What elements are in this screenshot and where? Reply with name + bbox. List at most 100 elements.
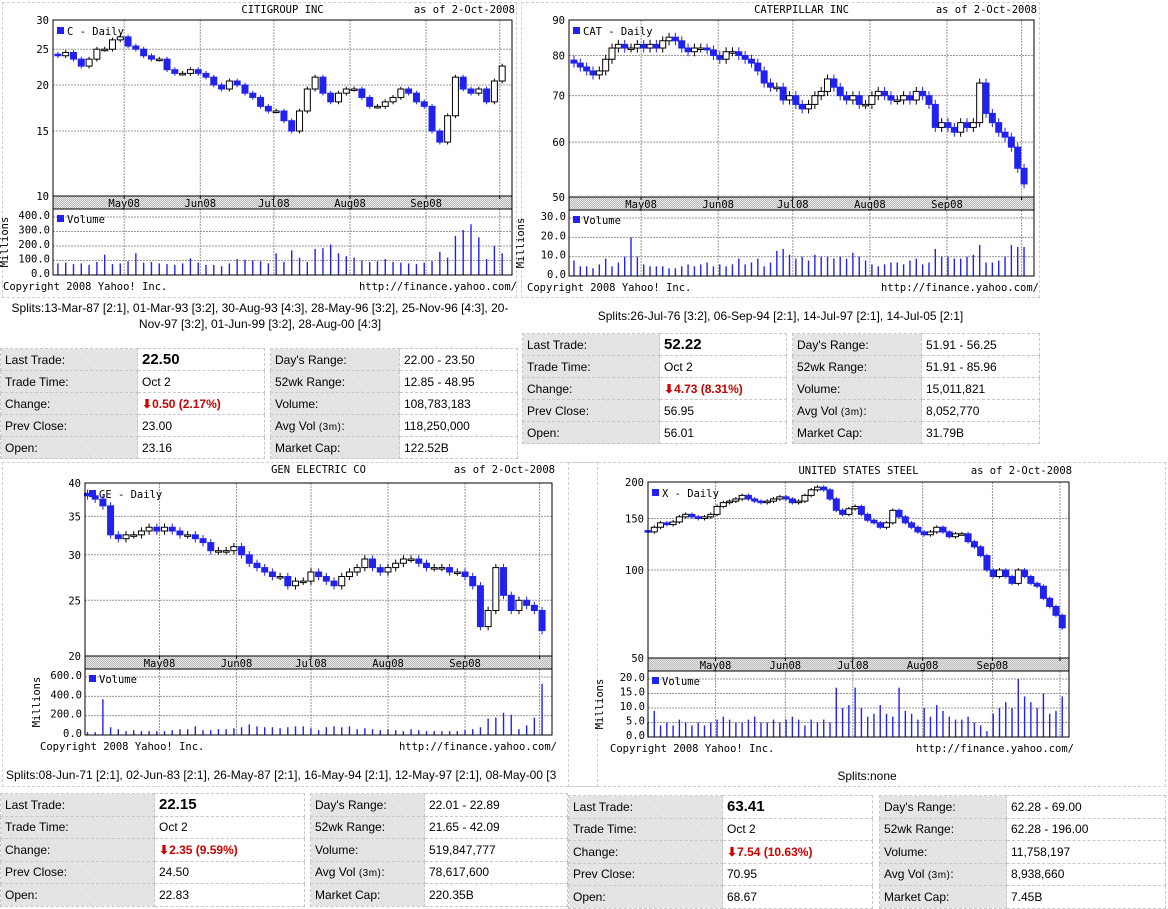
quote-label: Last Trade: — [522, 333, 660, 356]
yahoo-finance-link[interactable]: http://finance.yahoo.com/ — [880, 282, 1039, 294]
avg-vol-value: 118,250,000 — [399, 414, 518, 437]
candlestick — [862, 99, 870, 109]
candlestick — [438, 563, 446, 572]
market-cap-value: 31.79B — [921, 421, 1040, 444]
candlestick — [230, 542, 238, 555]
change-amount: ⬇0.50 (2.17%) — [142, 397, 221, 411]
market-cap-value: 220.35B — [424, 883, 568, 907]
price-tick-label: 15 — [36, 126, 49, 138]
volume-value: 15,011,821 — [921, 377, 1040, 400]
value-text: 22.50 — [142, 351, 180, 368]
candlestick — [1021, 568, 1029, 579]
price-tick-label: 80 — [552, 50, 565, 62]
candlestick — [345, 568, 353, 581]
month-tick-label: Jul08 — [837, 660, 869, 672]
quote-row: Volume: 519,847,777 — [310, 838, 568, 862]
arrow-down-icon: ⬇ — [142, 396, 153, 411]
open-value: 22.83 — [154, 883, 305, 907]
candlestick — [225, 78, 233, 92]
candlestick — [817, 86, 825, 101]
price-tick-label: 90 — [552, 15, 565, 27]
value-text: 23.00 — [142, 418, 173, 433]
candlestick — [261, 563, 269, 576]
volume-tick-label: 0.0 — [547, 269, 566, 281]
volume-value: 519,847,777 — [424, 838, 568, 862]
legend-swatch-icon — [573, 27, 580, 34]
candlestick — [415, 555, 423, 568]
quote-row: 52wk Range: 62.28 - 196.00 — [879, 817, 1166, 841]
candlestick — [1058, 613, 1066, 630]
candlestick — [199, 534, 207, 547]
candlestick — [407, 555, 415, 563]
quote-row: Open: 23.16 — [0, 436, 265, 459]
plot-area — [85, 483, 552, 735]
candlestick — [428, 103, 436, 134]
yahoo-finance-link[interactable]: http://finance.yahoo.com/ — [915, 743, 1074, 755]
as-of-date: as of 2-Oct-2008 — [936, 4, 1037, 16]
candlestick — [707, 512, 715, 519]
candlestick — [179, 70, 187, 76]
quote-label: Prev Close: — [0, 414, 138, 437]
trade-time-label: Trade Time: — [573, 822, 637, 837]
quote-row: Last Trade: 52.22 — [522, 333, 787, 356]
candlestick — [171, 67, 179, 76]
yahoo-finance-link[interactable]: http://finance.yahoo.com/ — [398, 741, 557, 753]
candlestick — [919, 86, 927, 101]
candlestick — [373, 103, 381, 109]
value-text: Oct 2 — [159, 820, 188, 835]
candlestick — [881, 86, 889, 101]
candlestick — [436, 128, 444, 145]
avg-vol-period: (3m) — [927, 870, 951, 882]
price-tick-label: 35 — [68, 511, 81, 523]
value-text: 51.91 - 56.25 — [926, 337, 997, 352]
quote-label: Last Trade: — [0, 793, 155, 817]
candlestick — [161, 523, 169, 535]
candlestick — [766, 78, 774, 92]
as-of-label: as of — [453, 464, 486, 476]
month-tick-label: Sep08 — [449, 658, 481, 670]
candlestick — [671, 32, 679, 46]
candlestick — [801, 493, 809, 504]
candlestick — [384, 563, 392, 576]
candlestick — [101, 46, 109, 52]
candlestick — [1001, 127, 1009, 142]
candlestick — [995, 118, 1003, 137]
candlestick — [476, 582, 484, 631]
month-tick-label: Jun08 — [221, 658, 253, 670]
value-text: 108,783,183 — [404, 396, 471, 411]
quote-row: Avg Vol (3m): 78,617,600 — [310, 860, 568, 884]
candlestick — [85, 56, 93, 69]
volume-tick-label: 400.0 — [50, 689, 82, 701]
volume-label: Volume: — [315, 842, 359, 857]
volume-value: 108,783,183 — [399, 392, 518, 415]
candlestick — [315, 568, 323, 581]
month-tick-label: Jun08 — [702, 199, 734, 211]
quote-row: Prev Close: 56.95 — [522, 399, 787, 422]
candlestick — [299, 577, 307, 585]
month-tick-label: May08 — [700, 660, 732, 672]
quote-label: Open: — [522, 421, 660, 444]
month-tick-label: May08 — [144, 658, 176, 670]
value-text: 62.28 - 196.00 — [1011, 822, 1089, 837]
candlestick — [826, 487, 834, 501]
candlestick — [319, 74, 327, 96]
candlestick — [490, 78, 498, 105]
days-range-value: 22.00 - 23.50 — [399, 348, 518, 371]
candlestick — [99, 495, 107, 510]
quote-row: Trade Time: Oct 2 — [522, 355, 787, 378]
candlestick — [870, 518, 878, 525]
candlestick — [93, 46, 101, 62]
quote-label: Last Trade: — [568, 795, 723, 819]
trade-time-label: Trade Time: — [527, 359, 591, 374]
price-tick-label: 40 — [68, 478, 81, 490]
candlestick — [176, 527, 184, 539]
candlestick — [735, 47, 743, 61]
yahoo-finance-link[interactable]: http://finance.yahoo.com/ — [358, 281, 517, 293]
quote-label: Avg Vol (3m): — [792, 399, 922, 422]
quote-row: Volume: 108,783,183 — [270, 392, 518, 415]
quote-table: Last Trade: 22.15 Trade Time: Oct 2 Change: ⬇… — [0, 793, 305, 907]
candlestick — [214, 546, 222, 555]
quote-row: Day's Range: 22.01 - 22.89 — [310, 793, 568, 817]
candlestick — [530, 601, 538, 615]
